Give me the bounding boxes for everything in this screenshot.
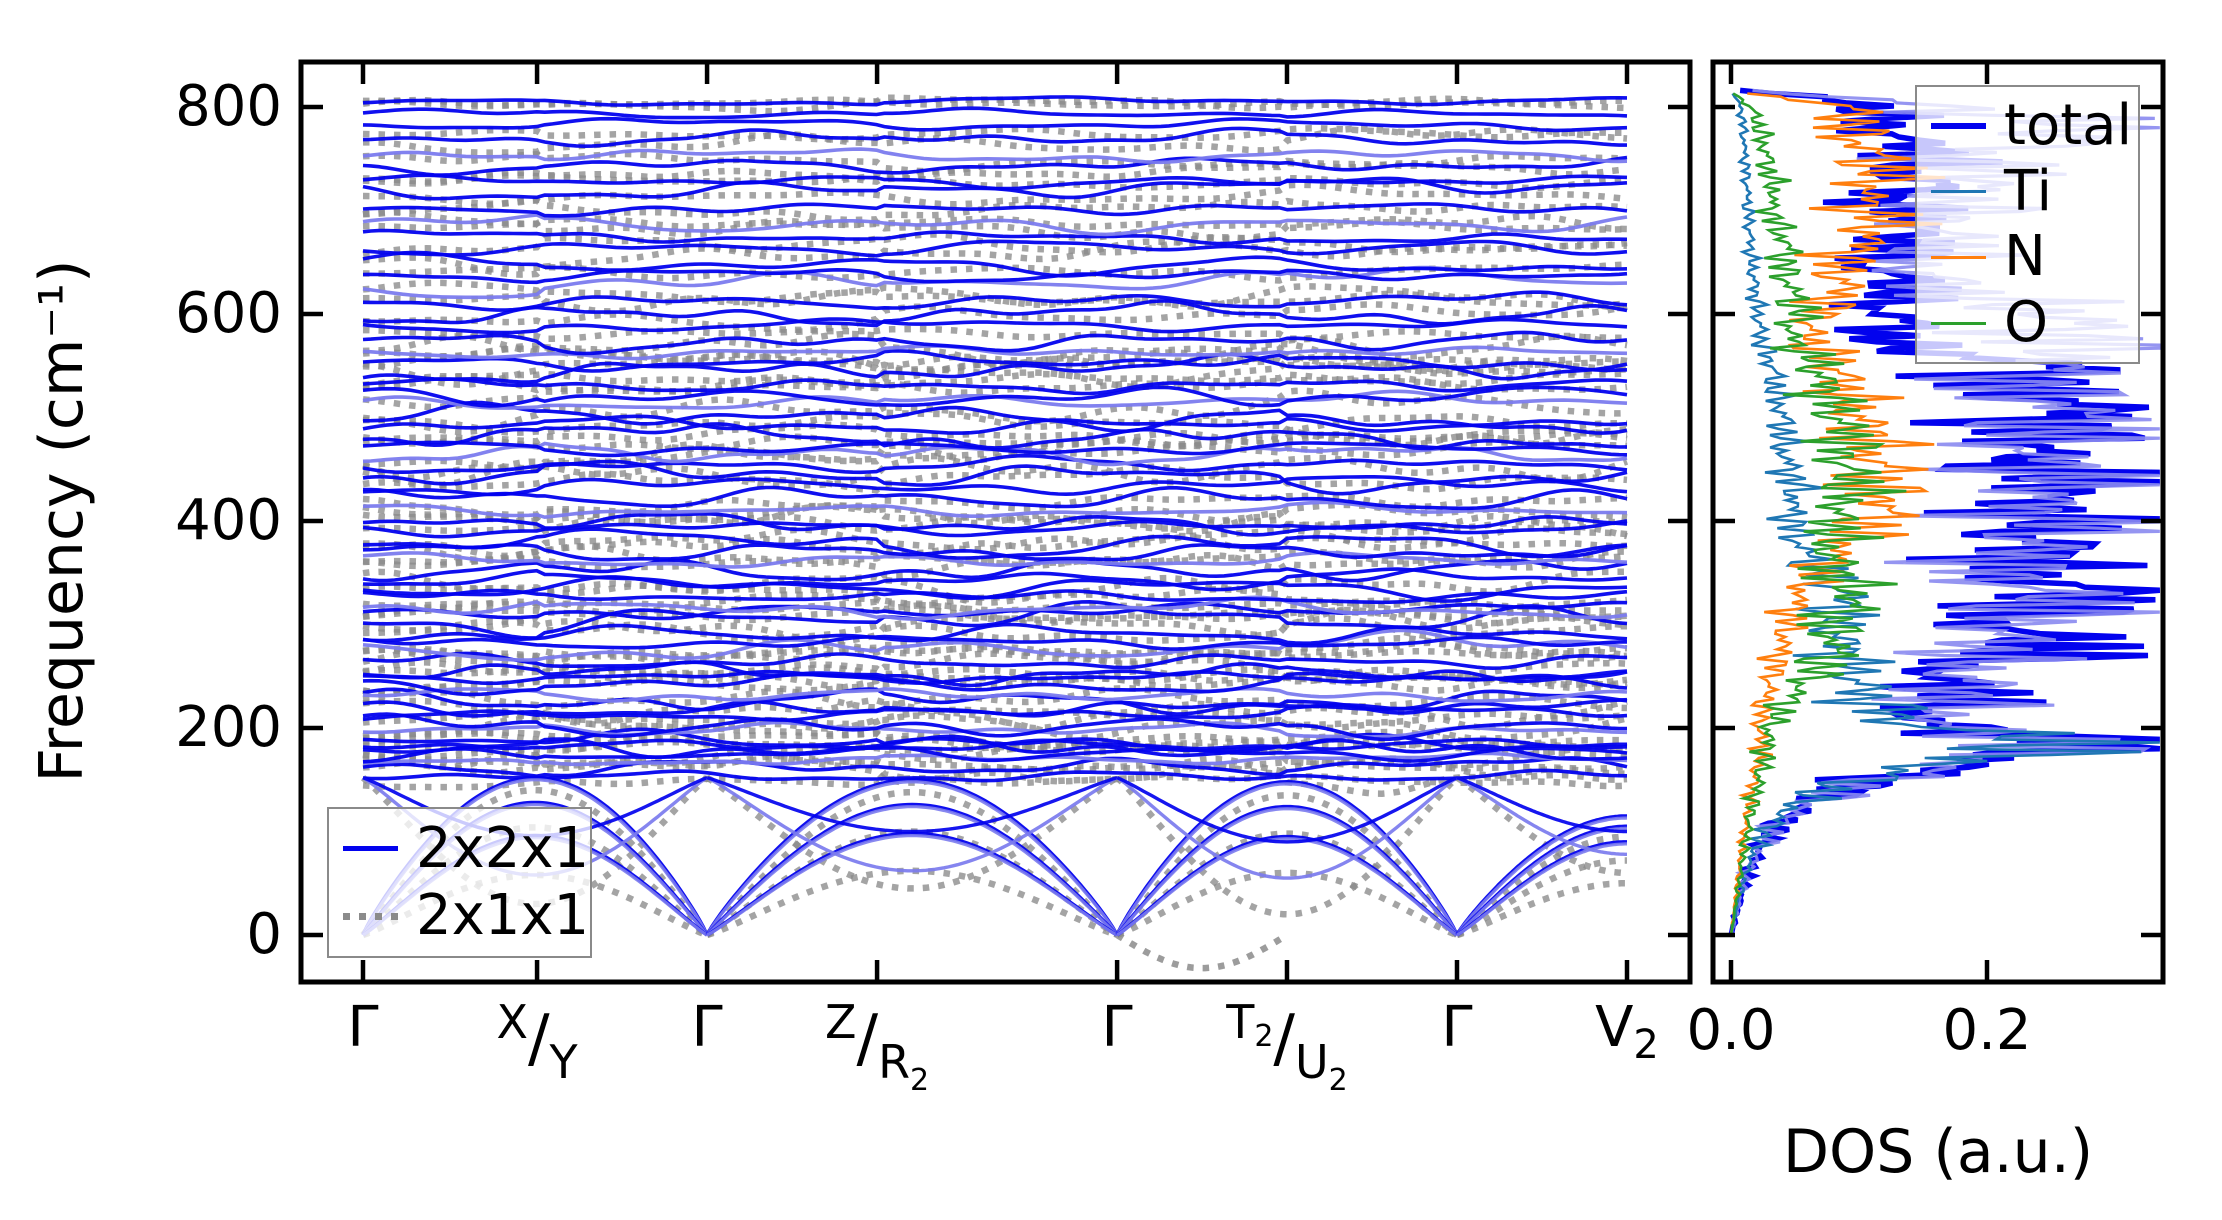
tick-token: Y — [549, 1035, 578, 1089]
legend-label: Ti — [2004, 158, 2053, 224]
band-x-tick-label: V2 — [1595, 995, 1659, 1068]
tick-token: V — [1595, 995, 1634, 1060]
band-x-tick-label: Γ — [1441, 995, 1472, 1060]
band-x-tick-label: Γ — [691, 995, 722, 1060]
tick-token: R — [878, 1035, 911, 1089]
legend-line-sample — [1931, 122, 1986, 129]
tick-token: / — [527, 1002, 550, 1076]
legend-item-total: total — [1931, 95, 2132, 156]
tick-token: / — [1273, 1002, 1295, 1076]
tick-token: X — [496, 995, 528, 1049]
legend-line-sample — [343, 846, 398, 852]
tick-token: 2 — [1254, 1019, 1274, 1054]
legend-label: 2x2x1 — [416, 815, 590, 881]
y-tick-label: 0 — [246, 902, 282, 967]
legend-item-ti: Ti — [1931, 158, 2124, 224]
band-x-tick-label: Γ — [347, 995, 378, 1060]
tick-token: Γ — [1101, 995, 1133, 1060]
band-x-tick-label: Z/R2 — [825, 995, 929, 1098]
dos-x-tick-label: 0.0 — [1686, 998, 1776, 1063]
tick-token: 2 — [910, 1063, 930, 1098]
tick-token: Γ — [1441, 995, 1473, 1060]
legend-label: 2x1x1 — [416, 883, 590, 949]
legend-label: N — [2004, 224, 2046, 290]
band-legend: 2x2x1 2x1x1 — [327, 807, 592, 958]
legend-line-sample — [343, 912, 398, 920]
dos-x-axis-label: DOS (a.u.) — [1782, 1117, 2094, 1187]
legend-item-o: O — [1931, 293, 2124, 353]
band-x-tick-label: X/Y — [496, 995, 577, 1089]
tick-token: / — [856, 1002, 879, 1076]
legend-line-sample — [1931, 321, 1986, 325]
band-x-tick-label: T2/U2 — [1226, 995, 1348, 1098]
band-x-tick-label: Γ — [1101, 995, 1132, 1060]
legend-line-sample — [1931, 190, 1986, 194]
tick-token: U — [1294, 1035, 1329, 1089]
y-tick-label: 200 — [175, 695, 282, 760]
y-tick-label: 800 — [175, 74, 282, 139]
legend-label: O — [2004, 290, 2049, 356]
legend-item-2x2x1: 2x2x1 — [343, 818, 589, 879]
legend-line-sample — [1931, 255, 1986, 259]
tick-token: T — [1226, 995, 1255, 1049]
legend-item-2x1x1: 2x1x1 — [343, 886, 589, 946]
tick-token: Z — [824, 995, 857, 1049]
tick-token: 2 — [1328, 1063, 1348, 1098]
y-tick-label: 400 — [175, 488, 282, 553]
y-tick-label: 600 — [175, 281, 282, 346]
tick-token: Γ — [691, 995, 723, 1060]
dos-x-tick-label: 0.2 — [1942, 998, 2032, 1063]
tick-token: 2 — [1633, 1022, 1659, 1068]
legend-label: total — [2004, 92, 2133, 158]
legend-item-n: N — [1931, 227, 2124, 287]
dos-legend: total Ti N O — [1915, 85, 2140, 364]
tick-token: Γ — [347, 995, 379, 1060]
band-curves — [360, 94, 1629, 972]
